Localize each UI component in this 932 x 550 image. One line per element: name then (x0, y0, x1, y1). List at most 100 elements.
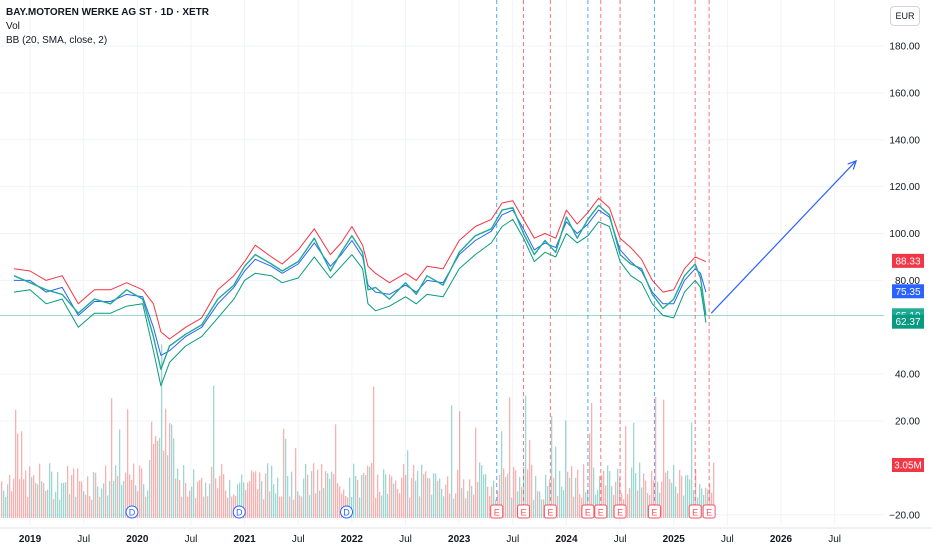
dividend-marker[interactable]: D (125, 505, 139, 519)
volume-bar (383, 469, 385, 518)
volume-bar (199, 480, 201, 518)
bollinger-indicator-label[interactable]: BB (20, SMA, close, 2) (6, 35, 108, 46)
volume-bar (449, 493, 451, 518)
volume-bar (49, 463, 51, 518)
volume-bar (319, 490, 321, 518)
volume-bar (93, 471, 95, 518)
time-tick-label: Jul (399, 534, 412, 545)
volume-bar (291, 471, 293, 518)
volume-bar (381, 495, 383, 518)
volume-bar (557, 496, 559, 518)
volume-bar (373, 386, 375, 518)
volume-bar (271, 465, 273, 518)
earnings-marker[interactable]: E (543, 504, 557, 519)
volume-bar (223, 474, 225, 518)
earnings-marker[interactable]: E (613, 504, 627, 519)
volume-bar (181, 496, 183, 518)
earnings-marker[interactable]: E (688, 504, 702, 519)
earnings-marker[interactable]: E (702, 504, 716, 519)
price-tick-label: 20.00 (895, 417, 920, 428)
time-tick-label: 2026 (770, 534, 793, 545)
volume-bar (77, 468, 79, 518)
volume-bar (631, 467, 633, 518)
volume-bar (627, 493, 629, 518)
volume-bar (155, 436, 157, 518)
volume-bar (69, 494, 71, 518)
volume-bar (567, 471, 569, 518)
volume-bar (35, 482, 37, 518)
volume-bar (27, 496, 29, 518)
dividend-marker[interactable]: D (340, 505, 354, 519)
volume-bar (63, 482, 65, 518)
volume-bar (145, 496, 147, 518)
volume-bar (693, 490, 695, 518)
volume-bar (247, 482, 249, 518)
volume-bar (593, 467, 595, 518)
volume-bar (677, 493, 679, 518)
volume-bar (135, 485, 137, 518)
symbol-title[interactable]: BAY.MOTOREN WERKE AG ST · 1D · XETR (6, 7, 209, 18)
volume-bar (127, 409, 129, 518)
volume-bar (375, 497, 377, 518)
volume-bar (177, 468, 179, 518)
volume-bar (251, 470, 253, 518)
volume-bar (307, 474, 309, 518)
chart-legend: BAY.MOTOREN WERKE AG ST · 1D · XETR Vol … (6, 6, 209, 48)
time-tick-label: Jul (506, 534, 519, 545)
volume-bar (461, 487, 463, 518)
volume-bar (685, 475, 687, 518)
volume-bar (297, 491, 299, 518)
earnings-marker[interactable]: E (581, 504, 595, 519)
volume-bar (465, 498, 467, 518)
volume-bar (83, 491, 85, 518)
price-tag-label: 62.37 (895, 317, 920, 328)
volume-bar (603, 470, 605, 518)
price-tag: 3.05M (892, 458, 924, 472)
volume-bar (37, 484, 39, 518)
volume-bar (555, 446, 557, 518)
volume-bar (331, 471, 333, 518)
currency-selector[interactable]: EUR (890, 6, 920, 26)
price-tick-label: −20.00 (889, 510, 920, 521)
earnings-marker[interactable]: E (594, 504, 608, 519)
volume-bar (101, 488, 103, 518)
earnings-box (490, 504, 504, 519)
volume-bar (7, 484, 9, 518)
volume-bar (75, 496, 77, 518)
volume-bar (305, 463, 307, 518)
volume-bar (189, 490, 191, 518)
price-tick-label: 80.00 (895, 276, 920, 287)
volume-bar (417, 470, 419, 518)
volume-bar (363, 472, 365, 518)
volume-bar (547, 486, 549, 518)
volume-bar (249, 481, 251, 518)
volume-bar (29, 466, 31, 518)
earnings-marker[interactable]: E (490, 504, 504, 519)
dividend-marker[interactable]: D (232, 505, 246, 519)
volume-bar (647, 493, 649, 518)
volume-bar (281, 496, 283, 518)
volume-bar (323, 488, 325, 518)
volume-bar (445, 484, 447, 518)
volume-bar (233, 494, 235, 518)
volume-bar (53, 499, 55, 518)
projection-arrow-line (710, 160, 857, 314)
volume-bar (315, 493, 317, 518)
event-marker-label: E (521, 508, 527, 518)
volume-bar (309, 495, 311, 518)
volume-bar (407, 450, 409, 518)
volume-bar (679, 469, 681, 518)
volume-bar (125, 472, 127, 518)
volume-bar (225, 490, 227, 518)
volume-bar (669, 479, 671, 518)
earnings-marker[interactable]: E (647, 504, 661, 519)
event-marker-label: E (547, 508, 553, 518)
volume-bar (285, 438, 287, 518)
volume-bar (501, 431, 503, 518)
volume-bar (707, 489, 709, 518)
volume-indicator-label[interactable]: Vol (6, 21, 20, 32)
price-tag: 62.37 (892, 314, 924, 329)
volume-bar (169, 423, 171, 518)
earnings-marker[interactable]: E (517, 504, 531, 519)
